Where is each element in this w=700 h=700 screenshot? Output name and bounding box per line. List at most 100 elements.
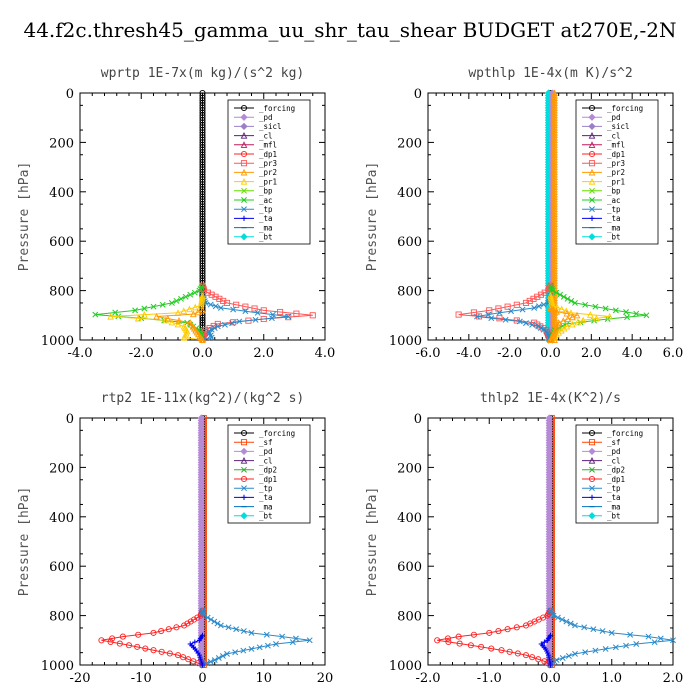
legend-marker bbox=[589, 206, 595, 213]
y-tick-label: 400 bbox=[397, 511, 422, 526]
data-point bbox=[277, 308, 284, 316]
data-point bbox=[215, 655, 222, 661]
data-point bbox=[535, 303, 542, 310]
panel-2-legend: _forcing_pd_sicl_cl_mfl_dp1_pr3_pr2_pr1_… bbox=[575, 99, 659, 245]
legend-marker bbox=[241, 485, 247, 492]
data-point bbox=[132, 307, 139, 314]
legend-marker bbox=[588, 447, 596, 456]
data-point bbox=[180, 333, 188, 341]
legend-marker bbox=[240, 150, 248, 158]
data-point bbox=[529, 654, 536, 661]
legend-label: _pr3 bbox=[607, 159, 625, 168]
legend-marker bbox=[241, 466, 247, 473]
data-point bbox=[547, 304, 554, 311]
legend-marker bbox=[588, 141, 596, 148]
data-point bbox=[219, 652, 226, 659]
legend-marker bbox=[240, 113, 248, 121]
y-tick-label: 800 bbox=[397, 610, 422, 625]
legend-label: _ac bbox=[607, 196, 621, 205]
data-point bbox=[242, 303, 249, 310]
legend-marker bbox=[588, 150, 596, 158]
data-point bbox=[565, 652, 572, 659]
y-tick-label: 1000 bbox=[389, 659, 422, 674]
data-point bbox=[513, 624, 520, 631]
x-tick-label: 1.0 bbox=[601, 671, 622, 686]
legend-label: _dp1 bbox=[259, 150, 277, 159]
data-point bbox=[306, 637, 313, 644]
legend-label: _bp bbox=[607, 187, 621, 196]
data-point bbox=[470, 309, 477, 316]
x-tick-label: -20 bbox=[70, 671, 91, 686]
data-point bbox=[504, 303, 511, 310]
panel-4-title: thlp2 1E-4x(K^2)/s bbox=[480, 391, 621, 406]
legend-label: _ta bbox=[607, 493, 621, 502]
data-point bbox=[225, 624, 232, 631]
y-tick-label: 400 bbox=[49, 186, 74, 201]
data-point bbox=[180, 307, 188, 315]
data-point bbox=[168, 318, 176, 326]
data-point bbox=[553, 289, 560, 296]
legend-label: _tp bbox=[607, 205, 621, 214]
panel-4-ylabel: Pressure [hPa] bbox=[365, 487, 380, 597]
data-point bbox=[627, 631, 634, 638]
data-point bbox=[547, 282, 554, 289]
data-point bbox=[279, 633, 286, 640]
panel-4: thlp2 1E-4x(K^2)/s Pressure [hPa] -2.0 -1.0… bbox=[365, 391, 683, 686]
legend-marker bbox=[589, 197, 595, 203]
legend-label: _pr2 bbox=[607, 168, 625, 177]
data-point bbox=[197, 301, 205, 309]
x-tick-label: -2.0 bbox=[415, 671, 440, 686]
legend-label: _sf bbox=[607, 438, 621, 447]
data-point bbox=[592, 647, 599, 654]
data-point bbox=[293, 310, 300, 317]
legend-marker bbox=[240, 475, 248, 483]
data-point bbox=[519, 306, 526, 313]
x-tick-label: 0.0 bbox=[540, 671, 561, 686]
data-point bbox=[223, 299, 231, 307]
data-point bbox=[211, 657, 218, 664]
data-point bbox=[233, 626, 240, 633]
data-point bbox=[92, 311, 99, 318]
legend-marker bbox=[240, 141, 248, 148]
data-point bbox=[567, 620, 574, 627]
data-point bbox=[309, 312, 316, 319]
data-point bbox=[522, 622, 530, 629]
data-point bbox=[559, 317, 567, 324]
data-point bbox=[538, 325, 544, 332]
panel-2: wpthlp 1E-4x(m K)/s^2 Pressure [hPa] -6.0 -… bbox=[365, 66, 683, 361]
legend-label: _forcing bbox=[607, 429, 643, 438]
y-tick-label: 200 bbox=[49, 461, 74, 476]
data-point bbox=[563, 309, 571, 317]
data-point bbox=[559, 616, 566, 623]
data-point bbox=[173, 624, 180, 631]
legend-label: _cl bbox=[607, 131, 621, 140]
data-point bbox=[582, 301, 589, 308]
x-tick-label: 2.0 bbox=[663, 671, 684, 686]
data-point bbox=[207, 616, 214, 623]
y-tick-label: 800 bbox=[49, 285, 74, 300]
data-point bbox=[550, 612, 557, 619]
data-point bbox=[572, 650, 578, 657]
data-point bbox=[285, 313, 292, 320]
data-point bbox=[645, 633, 652, 640]
data-point bbox=[264, 642, 271, 649]
panel-2-ylabel: Pressure [hPa] bbox=[365, 162, 380, 272]
series-line-dp1 bbox=[437, 610, 551, 666]
x-tick-label: 10 bbox=[255, 671, 272, 686]
data-point bbox=[134, 314, 142, 322]
series-line-pr3 bbox=[458, 285, 551, 341]
data-point bbox=[602, 305, 609, 312]
data-point bbox=[107, 312, 114, 320]
data-point bbox=[158, 648, 165, 655]
legend-label: _bt bbox=[259, 512, 273, 521]
data-point bbox=[107, 638, 114, 645]
panel-1-title: wprtp 1E-7x(m kg)/(s^2 kg) bbox=[101, 66, 305, 81]
data-point bbox=[633, 310, 640, 317]
data-point bbox=[134, 643, 141, 650]
legend-marker bbox=[241, 197, 247, 203]
data-point bbox=[208, 326, 215, 333]
data-point bbox=[150, 647, 157, 654]
data-point bbox=[554, 614, 561, 621]
data-point bbox=[199, 306, 206, 314]
data-point bbox=[548, 284, 555, 291]
